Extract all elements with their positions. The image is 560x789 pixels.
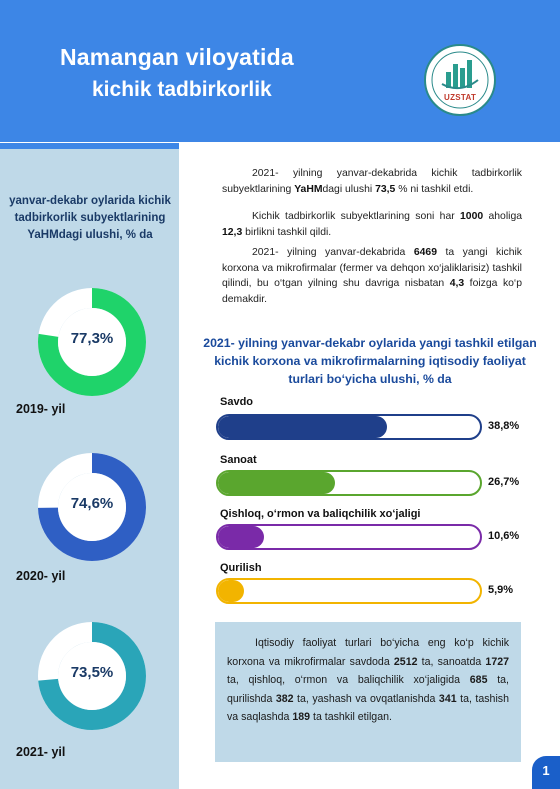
donut-2021-chart xyxy=(38,622,146,730)
donut-2019: 77,3% xyxy=(36,286,148,398)
year-label: 2019- yil xyxy=(16,402,66,416)
text: foizga ko‘p demakdir. xyxy=(222,278,523,305)
paragraph-share: 2021- yilning yanvar-dekabrida kichik ta… xyxy=(222,166,522,197)
bar-track xyxy=(216,414,482,440)
header-banner: Namangan viloyatida kichik tadbirkorlik … xyxy=(0,0,560,142)
bar-track xyxy=(216,524,482,550)
donut-value: 73,5% xyxy=(70,664,114,681)
chart-title: 2021- yilning yanvar-dekabr oylarida yan… xyxy=(203,336,537,386)
page-number: 1 xyxy=(532,756,560,789)
bar xyxy=(218,580,244,602)
donut-2020-chart xyxy=(38,453,146,561)
uzstat-logo: UZSTAT xyxy=(424,44,496,116)
text: ta, sanoatda xyxy=(417,655,486,668)
text: aholiga xyxy=(483,211,523,222)
text: ta tashkil etilgan. xyxy=(310,711,392,723)
info-box: Iqtisodiy faoliyat turlari bo‘yicha eng … xyxy=(215,622,521,762)
page-title: Namangan viloyatida xyxy=(60,44,294,70)
bar-category-label: Sanoat xyxy=(220,454,257,466)
bar-value-label: 10,6% xyxy=(488,530,520,542)
text: % ni tashkil etdi. xyxy=(395,183,474,195)
text-bold: 189 xyxy=(292,711,311,723)
text-bold: 73,5 xyxy=(375,183,396,195)
logo-text: UZSTAT xyxy=(444,93,477,102)
donut-value: 74,6% xyxy=(70,495,114,512)
bar xyxy=(218,472,335,494)
text-bold: 12,3 xyxy=(222,226,243,238)
donut-value: 77,3% xyxy=(70,330,114,347)
bar xyxy=(218,526,264,548)
page-subtitle: kichik tadbirkorlik xyxy=(92,78,272,101)
bar-category-label: Savdo xyxy=(220,396,254,408)
bar-category-label: Qishloq, o‘rmon va baliqchilik xo‘jaligi xyxy=(220,508,421,520)
text: Kichik tadbirkorlik subyektlarining soni… xyxy=(252,211,461,222)
text-bold: 1727 xyxy=(485,655,509,668)
text: 2021- yilning yanvar-dekabrida xyxy=(252,247,414,258)
left-panel: yanvar-dekabr oylarida kichik tadbirkorl… xyxy=(0,143,179,789)
text-bold: 1000 xyxy=(460,211,484,222)
text: birlikni tashkil qildi. xyxy=(242,226,332,238)
text-bold: YaHM xyxy=(294,183,323,195)
text-bold: 2512 xyxy=(393,655,418,668)
paragraph-new-firms: 2021- yilning yanvar-dekabrida 6469 ta y… xyxy=(222,245,522,307)
bar-value-label: 38,8% xyxy=(488,420,520,432)
donut-arc xyxy=(38,288,146,396)
donut-hole xyxy=(58,473,126,541)
donut-arc xyxy=(38,622,146,730)
text-bold: 382 xyxy=(275,692,294,705)
donut-hole xyxy=(58,308,126,376)
text: ta, qurilishda xyxy=(227,674,509,705)
donut-2019-chart xyxy=(38,288,146,396)
text-bold: 6469 xyxy=(413,247,437,258)
bar-value-label: 5,9% xyxy=(488,584,514,596)
text: ta, tashish va saqlashda xyxy=(227,692,509,724)
bar-category-label: Qurilish xyxy=(220,562,262,574)
donut-2021: 73,5% xyxy=(36,620,148,732)
year-label: 2020- yil xyxy=(16,569,66,583)
donut-arc xyxy=(38,453,146,561)
donut-2020: 74,6% xyxy=(36,451,148,563)
text: dagi ulushi xyxy=(322,183,376,195)
paragraph-count: Kichik tadbirkorlik subyektlarining soni… xyxy=(222,209,522,240)
donut-hole xyxy=(58,642,126,710)
bar-track xyxy=(216,578,482,604)
text: ta yangi kichik korxona va mikrofirmalar… xyxy=(222,247,522,289)
text-bold: 685 xyxy=(469,674,488,686)
text: ta, yashash va ovqatlanishda xyxy=(293,692,439,705)
text-bold: 4,3 xyxy=(449,278,465,289)
year-label: 2021- yil xyxy=(16,745,66,759)
text: ta, qishloq, o‘rmon va baliqchilik xo‘ja… xyxy=(227,674,470,686)
panel-top-edge xyxy=(0,143,179,149)
bar xyxy=(218,416,387,438)
text: 2021- yilning yanvar-dekabrida kichik ta… xyxy=(222,168,522,195)
text-bold: 341 xyxy=(438,692,457,705)
bar-value-label: 26,7% xyxy=(488,476,520,488)
bar-track xyxy=(216,470,482,496)
text: Iqtisodiy faoliyat turlari bo‘yicha eng … xyxy=(227,637,509,668)
donut-caption: yanvar-dekabr oylarida kichik tadbirkorl… xyxy=(9,195,171,241)
